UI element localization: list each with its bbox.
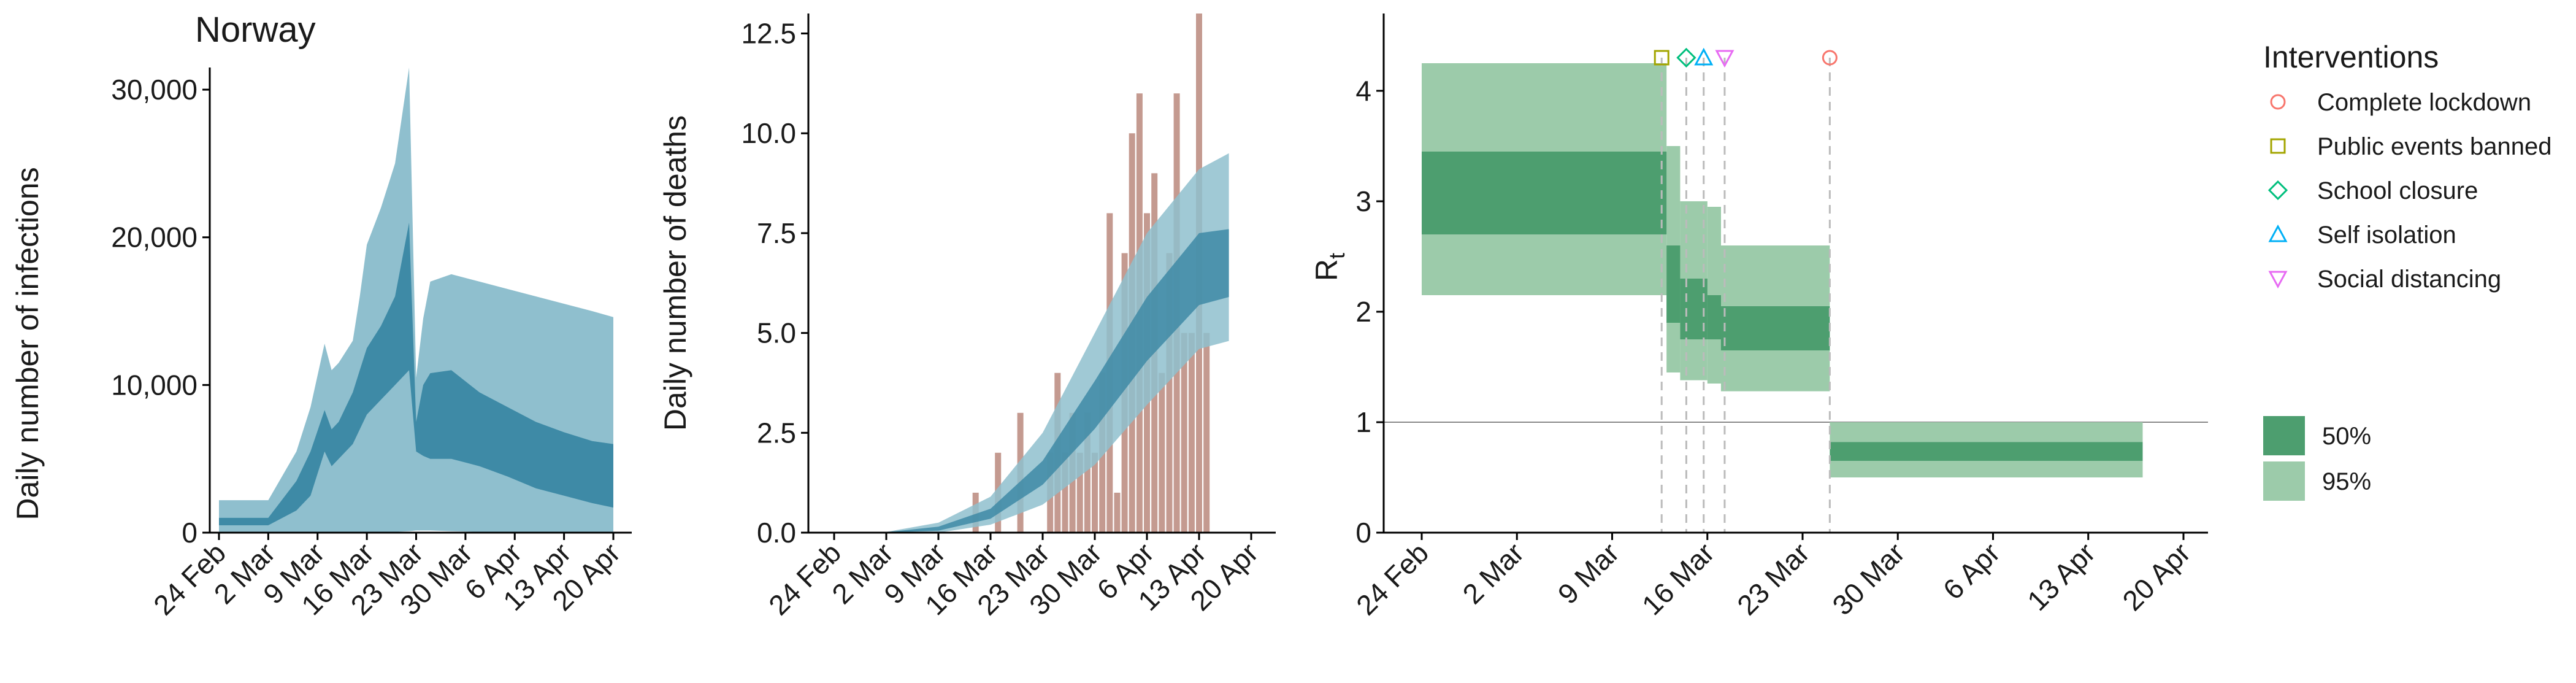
infections-y-tick-label: 0	[182, 517, 197, 549]
rt-x-tick-label: 2 Mar	[1456, 536, 1530, 610]
deaths-y-tick-label: 7.5	[757, 217, 796, 249]
rt-intervention-marker	[1694, 47, 1714, 66]
deaths-bar	[1159, 372, 1165, 533]
infections-chart-title: Norway	[195, 10, 316, 50]
rt-intervention-marker	[1654, 50, 1669, 66]
legend-item-label: Social distancing	[2317, 266, 2501, 293]
infections-y-tick-label: 10,000	[111, 369, 197, 401]
deaths-bar	[1092, 452, 1098, 533]
rt-band-50	[1707, 295, 1721, 339]
rt-y-axis-label-subscript: t	[1324, 253, 1349, 259]
legend-marker	[2270, 94, 2286, 110]
rt-y-axis-label: Rt	[1309, 253, 1349, 281]
rt-x-tick-label: 13 Apr	[2021, 536, 2101, 617]
rt-intervention-marker	[1822, 50, 1838, 66]
deaths-y-tick-label: 2.5	[757, 417, 796, 449]
rt-band-50	[1720, 306, 1830, 350]
legend-marker	[2268, 224, 2288, 242]
legend-band-swatch	[2263, 416, 2305, 455]
rt-x-tick-label: 24 Feb	[1350, 536, 1435, 621]
rt-x-tick-label: 6 Apr	[1937, 536, 2006, 606]
rt-intervention-marker	[1676, 47, 1696, 68]
rt-x-tick-label: 23 Mar	[1731, 536, 1815, 621]
legend-marker	[2270, 138, 2286, 154]
rt-x-tick-label: 30 Mar	[1826, 536, 1911, 621]
infections-panel: Norway Daily number of infections 0 10,00…	[10, 10, 632, 621]
deaths-bar	[1166, 253, 1173, 533]
rt-band-50	[1422, 152, 1667, 234]
rt-panel: Rt 0 1 2 3 4 24 Feb 2 Mar 9 Mar 16 Mar 23 Mar 30 M…	[1309, 14, 2208, 621]
deaths-bar	[1062, 452, 1068, 533]
rt-band-50	[1666, 245, 1681, 323]
deaths-y-tick-label: 12.5	[741, 18, 796, 50]
legend-marker	[2268, 271, 2288, 289]
rt-band-50	[1830, 442, 2143, 461]
legend-band-swatch	[2263, 461, 2305, 501]
deaths-y-tick-label: 10.0	[741, 117, 796, 149]
deaths-bar	[1181, 333, 1187, 533]
deaths-bar	[1114, 492, 1121, 533]
legend-title: Interventions	[2263, 40, 2439, 74]
deaths-bar	[1076, 452, 1083, 533]
deaths-bar	[1188, 333, 1195, 533]
deaths-y-tick-label: 0.0	[757, 517, 796, 549]
rt-x-tick-label: 9 Mar	[1552, 536, 1625, 610]
rt-x-tick-label: 16 Mar	[1636, 536, 1720, 621]
rt-y-tick-label: 0	[1355, 517, 1371, 549]
deaths-y-tick-label: 5.0	[757, 317, 796, 349]
legend-band-label: 95%	[2322, 468, 2371, 495]
legend-item-label: School closure	[2317, 177, 2478, 204]
infections-y-tick-label: 20,000	[111, 222, 197, 253]
legend-marker	[2267, 180, 2288, 201]
deaths-y-axis-label: Daily number of deaths	[658, 115, 692, 431]
infections-y-tick-label: 30,000	[111, 74, 197, 106]
rt-x-tick-label: 20 Apr	[2116, 536, 2196, 617]
legend-band-label: 50%	[2322, 423, 2371, 450]
deaths-band-50	[834, 229, 1229, 533]
legend-item-label: Complete lockdown	[2317, 89, 2531, 116]
legend: Interventions Complete lockdown Public ev…	[2263, 40, 2552, 501]
legend-item-label: Self isolation	[2317, 222, 2456, 249]
rt-intervention-marker	[1715, 50, 1735, 68]
deaths-bar	[1203, 333, 1210, 533]
rt-y-tick-label: 4	[1355, 75, 1371, 107]
rt-y-tick-label: 1	[1355, 406, 1371, 438]
deaths-panel: Daily number of deaths 0.0 2.5 5.0 7.5 10.0 1…	[658, 14, 1276, 621]
deaths-x-tick-label: 2 Mar	[826, 536, 899, 610]
infections-y-axis-label: Daily number of infections	[10, 167, 45, 520]
rt-y-tick-label: 2	[1355, 296, 1371, 328]
infections-band-50	[219, 222, 613, 525]
legend-item-label: Public events banned	[2317, 133, 2552, 160]
deaths-bar	[1084, 412, 1091, 533]
rt-y-tick-label: 3	[1355, 185, 1371, 217]
